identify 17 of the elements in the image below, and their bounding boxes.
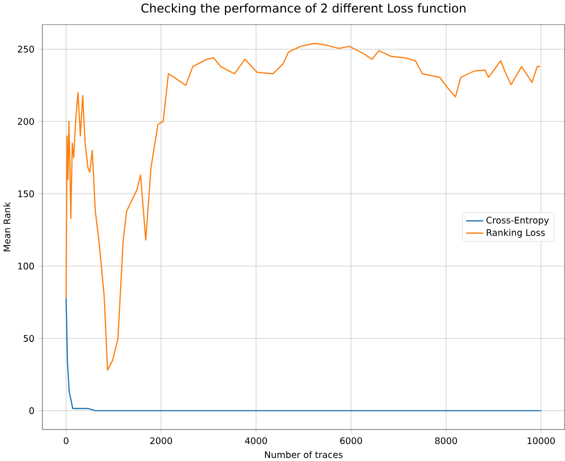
y-tick-label: 200 [18,118,34,125]
x-tick-label: 4000 [245,437,267,444]
y-tick-label: 100 [18,262,34,270]
y-tick-label: 150 [18,190,34,198]
y-tick-label: 50 [24,334,34,342]
y-axis-title: Mean Rank [3,202,10,252]
x-tick-label: 6000 [340,437,362,444]
x-tick-label: 8000 [435,437,457,444]
x-tick-label: 2000 [150,437,172,444]
x-axis-title: Number of traces [265,450,343,458]
legend-label: Ranking Loss [486,228,545,238]
x-tick-label: 0 [64,437,68,444]
chart-title: Checking the performance of 2 different Loss function [141,3,466,15]
legend-label: Cross-Entropy [486,216,549,226]
x-tick-label: 10000 [528,437,555,444]
y-tick-label: 0 [29,407,34,414]
y-tick-label: 250 [18,46,34,52]
